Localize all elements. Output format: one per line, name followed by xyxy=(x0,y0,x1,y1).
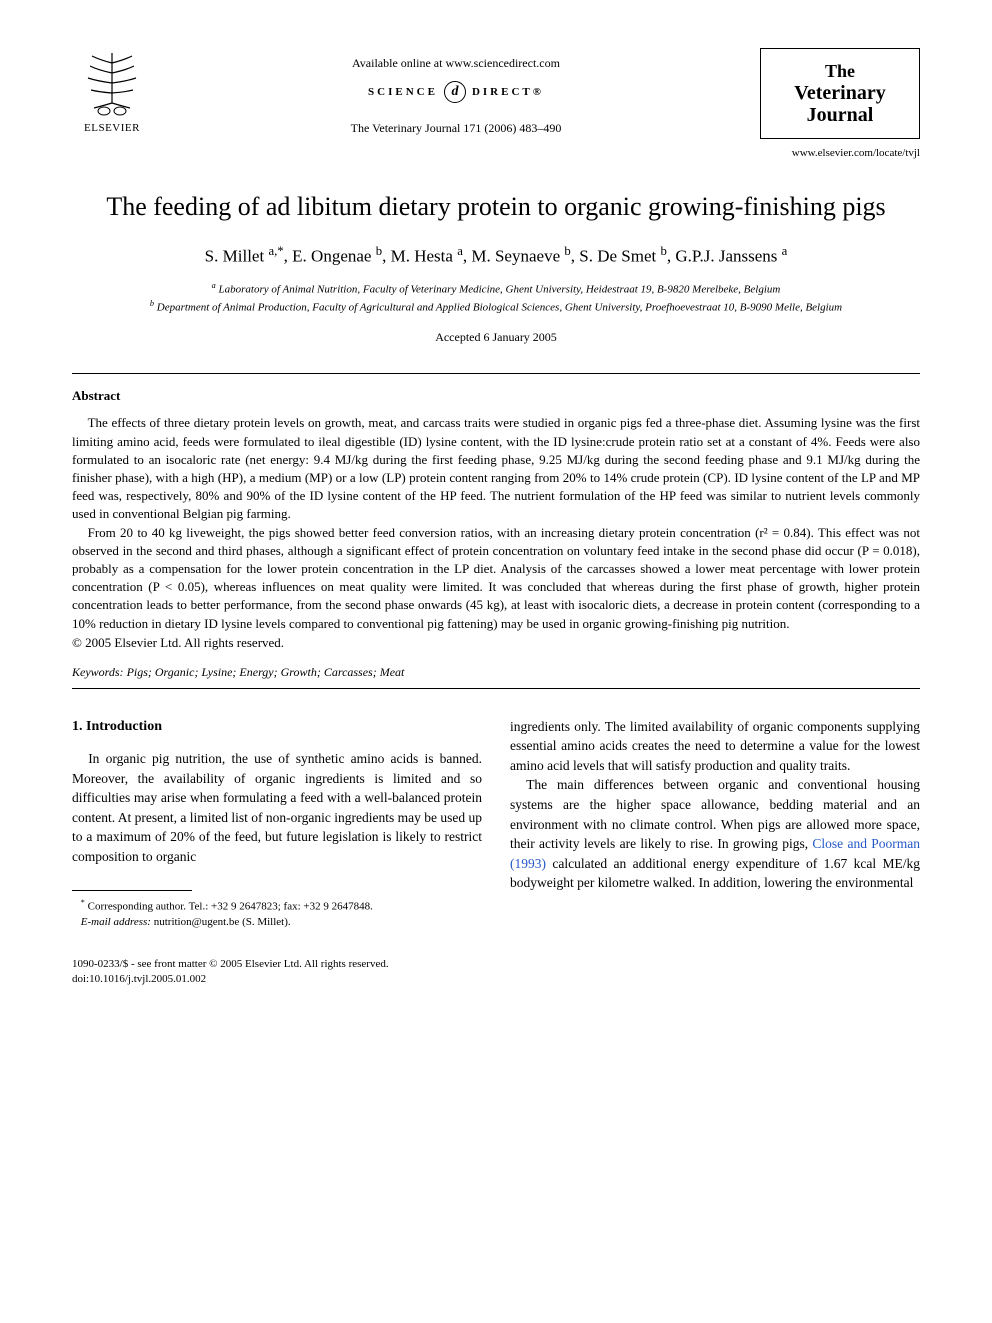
abstract-paragraph-2: From 20 to 40 kg liveweight, the pigs sh… xyxy=(72,524,920,633)
email-author: (S. Millet). xyxy=(242,916,291,928)
affiliations: a Laboratory of Animal Nutrition, Facult… xyxy=(72,280,920,316)
abstract-paragraph-1: The effects of three dietary protein lev… xyxy=(72,414,920,523)
science-direct-icon: d xyxy=(444,81,466,103)
accepted-date: Accepted 6 January 2005 xyxy=(72,330,920,345)
journal-logo-the: The xyxy=(769,61,911,82)
rule-after-keywords xyxy=(72,688,920,689)
introduction-heading: 1. Introduction xyxy=(72,717,482,737)
corresponding-author: * Corresponding author. Tel.: +32 9 2647… xyxy=(72,897,482,915)
email-label: E-mail address: xyxy=(81,916,151,928)
journal-reference: The Veterinary Journal 171 (2006) 483–49… xyxy=(152,121,760,136)
journal-logo-name: Veterinary Journal xyxy=(769,82,911,126)
affiliation-a-text: Laboratory of Animal Nutrition, Faculty … xyxy=(219,284,781,296)
affiliation-b: b Department of Animal Production, Facul… xyxy=(72,298,920,316)
column-left: 1. Introduction In organic pig nutrition… xyxy=(72,717,482,988)
abstract-body: The effects of three dietary protein lev… xyxy=(72,414,920,632)
keywords-list: Pigs; Organic; Lysine; Energy; Growth; C… xyxy=(127,665,405,679)
intro-p2-post: calculated an additional energy expendit… xyxy=(510,856,920,891)
keywords-label: Keywords: xyxy=(72,665,124,679)
affiliation-b-text: Department of Animal Production, Faculty… xyxy=(157,302,842,314)
affiliation-a: a Laboratory of Animal Nutrition, Facult… xyxy=(72,280,920,298)
journal-logo: The Veterinary Journal xyxy=(760,48,920,139)
footer-doi: doi:10.1016/j.tvjl.2005.01.002 xyxy=(72,972,482,987)
footnote-block: * Corresponding author. Tel.: +32 9 2647… xyxy=(72,897,482,930)
email-address[interactable]: nutrition@ugent.be xyxy=(154,916,240,928)
corresponding-email: E-mail address: nutrition@ugent.be (S. M… xyxy=(72,915,482,930)
authors-list: S. Millet a,*, E. Ongenae b, M. Hesta a,… xyxy=(72,244,920,267)
journal-logo-block: The Veterinary Journal xyxy=(760,48,920,139)
page-footer: 1090-0233/$ - see front matter © 2005 El… xyxy=(72,957,482,988)
science-direct-left: SCIENCE xyxy=(368,86,438,98)
intro-paragraph-2: The main differences between organic and… xyxy=(510,775,920,892)
science-direct-right: DIRECT® xyxy=(472,86,544,98)
available-online-text: Available online at www.sciencedirect.co… xyxy=(152,56,760,71)
intro-paragraph-1: In organic pig nutrition, the use of syn… xyxy=(72,749,482,866)
footer-line-1: 1090-0233/$ - see front matter © 2005 El… xyxy=(72,957,482,972)
body-columns: 1. Introduction In organic pig nutrition… xyxy=(72,717,920,988)
elsevier-tree-icon xyxy=(82,48,142,118)
keywords-line: Keywords: Pigs; Organic; Lysine; Energy;… xyxy=(72,665,920,680)
abstract-heading: Abstract xyxy=(72,388,920,404)
corresponding-author-text: Corresponding author. Tel.: +32 9 264782… xyxy=(88,901,373,913)
header-center: Available online at www.sciencedirect.co… xyxy=(152,48,760,136)
rule-before-abstract xyxy=(72,373,920,374)
column-right: ingredients only. The limited availabili… xyxy=(510,717,920,988)
science-direct-logo: SCIENCE d DIRECT® xyxy=(152,81,760,103)
publisher-name: ELSEVIER xyxy=(84,122,140,134)
journal-url[interactable]: www.elsevier.com/locate/tvjl xyxy=(72,147,920,159)
publisher-logo: ELSEVIER xyxy=(72,48,152,134)
footnote-rule xyxy=(72,890,192,891)
abstract-copyright: © 2005 Elsevier Ltd. All rights reserved… xyxy=(72,635,920,651)
article-title: The feeding of ad libitum dietary protei… xyxy=(72,191,920,224)
header-row: ELSEVIER Available online at www.science… xyxy=(72,48,920,139)
intro-continuation: ingredients only. The limited availabili… xyxy=(510,717,920,776)
